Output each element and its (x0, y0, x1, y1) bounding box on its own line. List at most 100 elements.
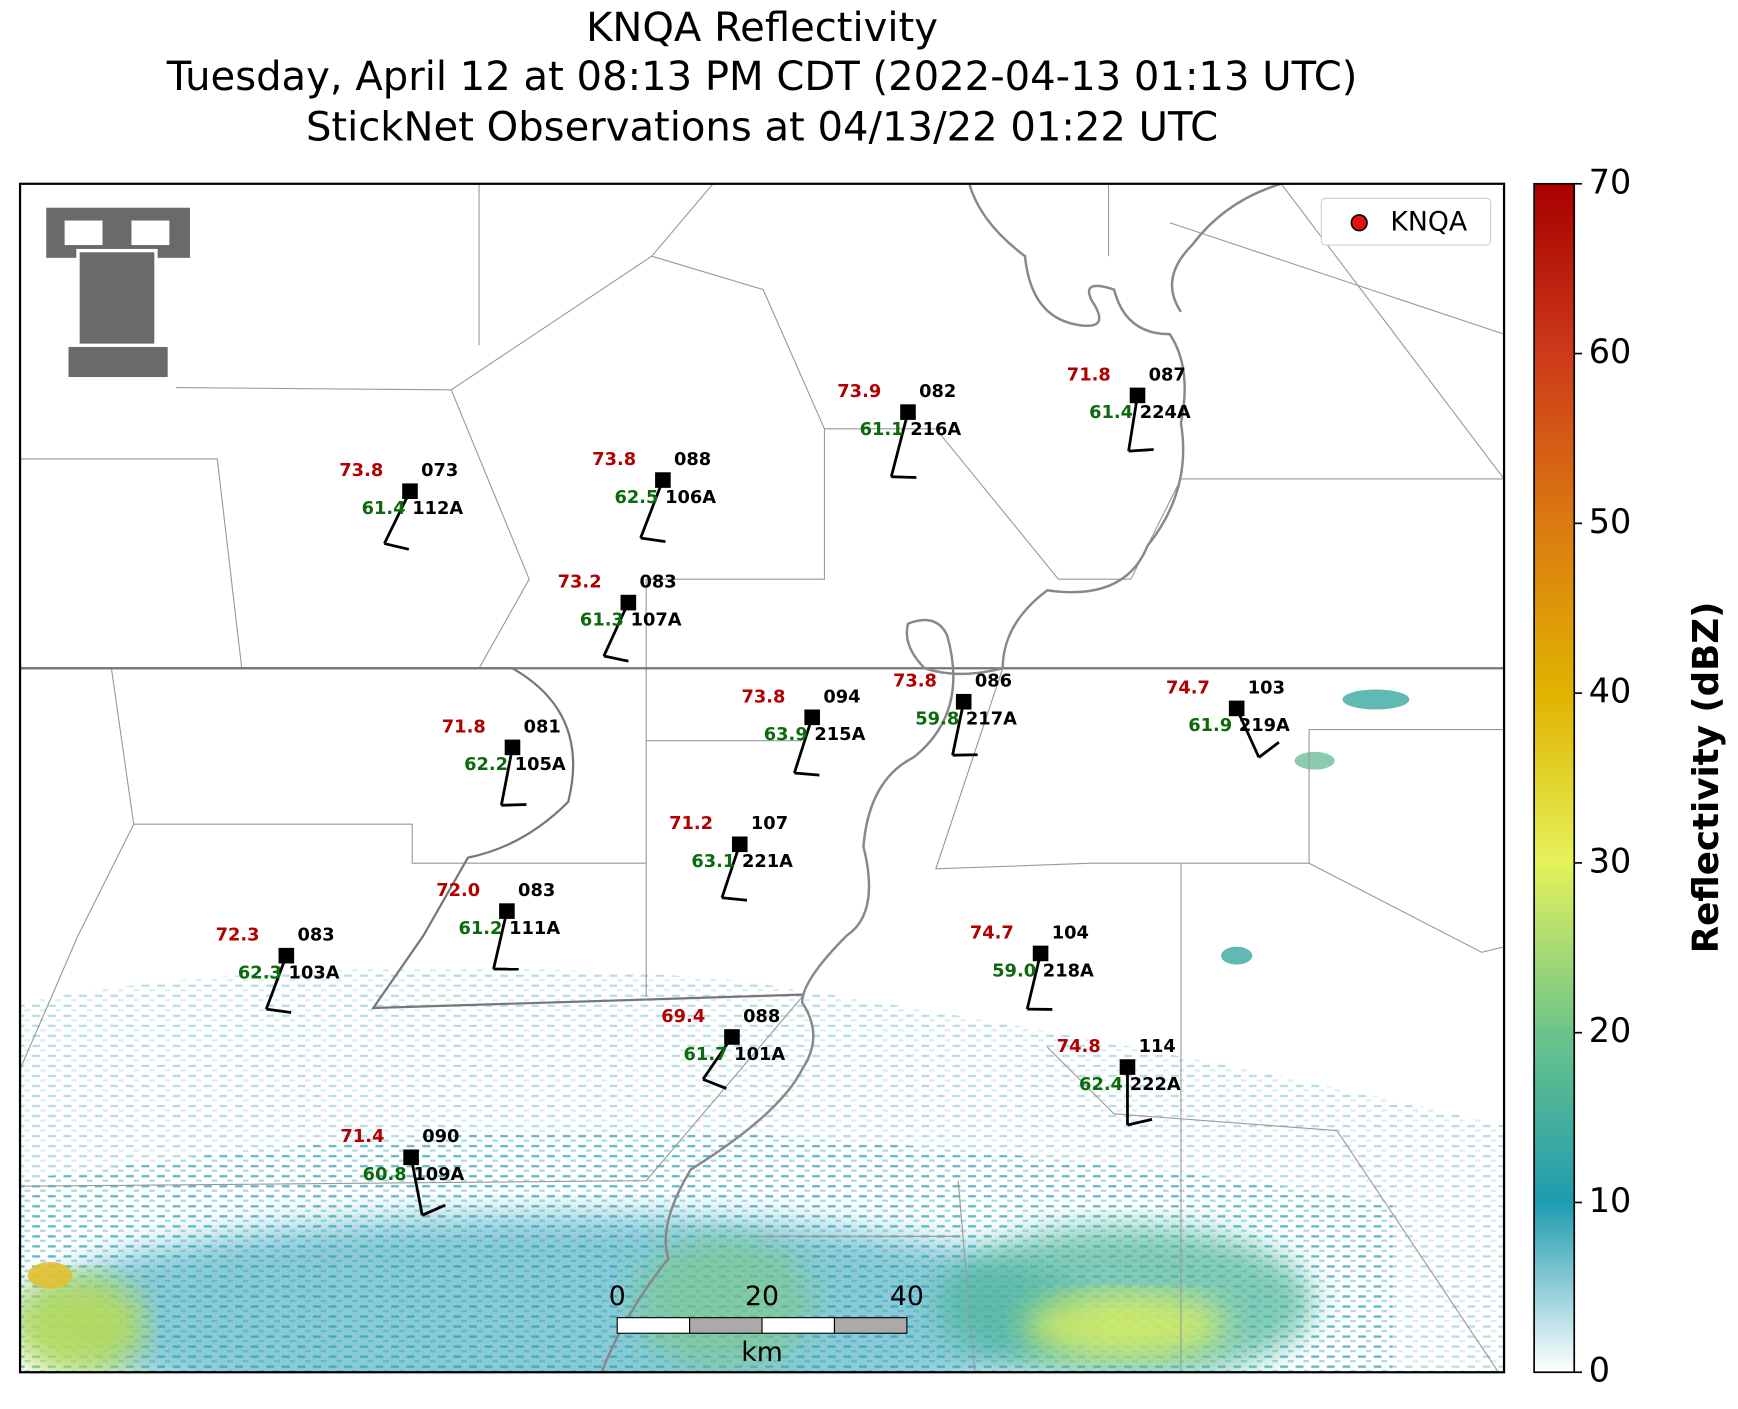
dewpoint: 62.3 (238, 962, 282, 983)
scale-tick-label: 40 (890, 1281, 924, 1312)
station: 74.8 114 62.4 222A (1057, 1036, 1181, 1127)
station-id: 101A (734, 1044, 785, 1065)
station-marker (278, 947, 295, 964)
station: 71.8 081 62.2 105A (442, 716, 566, 807)
wind-barb-flag (891, 475, 917, 479)
temperature: 73.2 (558, 572, 602, 593)
temperature: 73.9 (837, 381, 881, 402)
colorbar-tick-label: 40 (1589, 672, 1632, 711)
station-marker (804, 709, 820, 726)
temperature: 72.0 (436, 880, 480, 901)
station-marker (1228, 700, 1245, 717)
wind-barb (951, 701, 966, 756)
station-value: 083 (639, 572, 676, 593)
temperature: 69.4 (661, 1006, 705, 1027)
station-marker (955, 693, 972, 710)
station-value: 090 (422, 1126, 459, 1147)
colorbar-tick-label: 20 (1589, 1011, 1632, 1050)
station: 73.8 094 63.9 215A (741, 686, 866, 777)
logo (42, 204, 194, 381)
temperature: 74.7 (1166, 677, 1210, 698)
station: 73.8 073 61.4 112A (339, 460, 463, 551)
wind-barb (793, 716, 814, 774)
station-value: 086 (975, 671, 1012, 692)
station-value: 104 (1052, 922, 1089, 943)
station-id: 111A (509, 918, 560, 939)
dewpoint: 59.8 (915, 709, 959, 730)
wind-barb (639, 479, 665, 539)
wind-barb (492, 910, 509, 970)
dewpoint: 63.9 (764, 724, 808, 745)
dewpoint: 61.3 (580, 609, 624, 630)
dewpoint: 61.7 (684, 1044, 728, 1065)
temperature: 71.8 (442, 716, 486, 737)
station-marker (900, 404, 916, 420)
station-marker (402, 483, 418, 499)
map-area (20, 183, 1505, 1373)
colorbar-tick-label: 50 (1589, 502, 1632, 541)
station-id: 109A (413, 1164, 464, 1185)
legend-label: KNQA (1390, 206, 1468, 237)
station: 73.9 082 61.1 216A (837, 381, 961, 479)
wind-barb-flag (266, 1007, 292, 1014)
station-id: 221A (742, 851, 793, 872)
station-marker (504, 739, 521, 756)
station-value: 094 (823, 686, 860, 707)
station: 73.8 088 62.5 106A (592, 449, 716, 543)
wind-barb (1025, 953, 1042, 1010)
dewpoint: 61.2 (459, 918, 503, 939)
station-marker (403, 1149, 419, 1166)
temperature: 72.3 (216, 925, 260, 946)
scale-segment (616, 1317, 691, 1334)
colorbar-label: Reflectivity (dBZ) (1686, 602, 1727, 954)
map-frame (18, 182, 1506, 1374)
legend-marker (1350, 214, 1368, 232)
station-value: 103 (1248, 677, 1285, 698)
wind-barb-flag (640, 536, 666, 543)
station-id: 216A (910, 419, 961, 440)
station: 71.8 087 61.4 224A (1067, 364, 1191, 453)
legend: KNQA (1320, 197, 1492, 246)
station-marker (1129, 387, 1146, 404)
station-value: 114 (1139, 1036, 1176, 1057)
scale-tick-label: 20 (745, 1281, 779, 1312)
temperature: 71.4 (340, 1126, 384, 1147)
temperature: 71.8 (1067, 364, 1111, 385)
wind-barb-flag (384, 542, 410, 551)
river (600, 183, 1282, 1373)
scale-unit: km (741, 1337, 783, 1368)
scale-bar: 0 20 40 km (609, 1281, 924, 1368)
station-value: 081 (524, 716, 561, 737)
scale-segment (689, 1317, 763, 1334)
station: 73.2 083 61.3 107A (558, 572, 682, 663)
station-value: 087 (1149, 364, 1186, 385)
colorbar: Reflectivity (dBZ) 0 10 20 30 40 50 60 70 (1533, 162, 1727, 1390)
station-marker (620, 594, 637, 611)
station-id: 217A (966, 709, 1017, 730)
dewpoint: 62.5 (614, 487, 658, 508)
dewpoint: 61.4 (362, 498, 406, 519)
dewpoint: 62.2 (464, 754, 508, 775)
temperature: 73.8 (893, 671, 937, 692)
legend-box (1320, 197, 1492, 246)
wind-barb (889, 411, 910, 478)
station-marker (731, 836, 748, 853)
wind-barb (383, 490, 412, 545)
stations: 73.8 073 61.4 112A 73.8 088 62.5 106A 73.2 083 61.… (216, 364, 1290, 1217)
title-line: KNQA Reflectivity (586, 5, 938, 51)
station-marker (499, 903, 515, 919)
wind-barb-flag (702, 1078, 727, 1090)
wind-barb-flag (603, 654, 629, 663)
station-id: 103A (289, 962, 340, 983)
colorbar-tick-label: 30 (1589, 841, 1632, 880)
temperature: 71.2 (669, 813, 713, 834)
station-value: 082 (919, 381, 956, 402)
station-id: 107A (631, 609, 682, 630)
scale-segment (761, 1317, 836, 1334)
temperature: 74.8 (1057, 1036, 1101, 1057)
station-value: 083 (297, 925, 334, 946)
dewpoint: 59.0 (992, 960, 1036, 981)
title-line: Tuesday, April 12 at 08:13 PM CDT (2022-… (166, 54, 1358, 100)
dewpoint: 61.1 (860, 419, 904, 440)
colorbar-tick-label: 70 (1589, 162, 1632, 201)
